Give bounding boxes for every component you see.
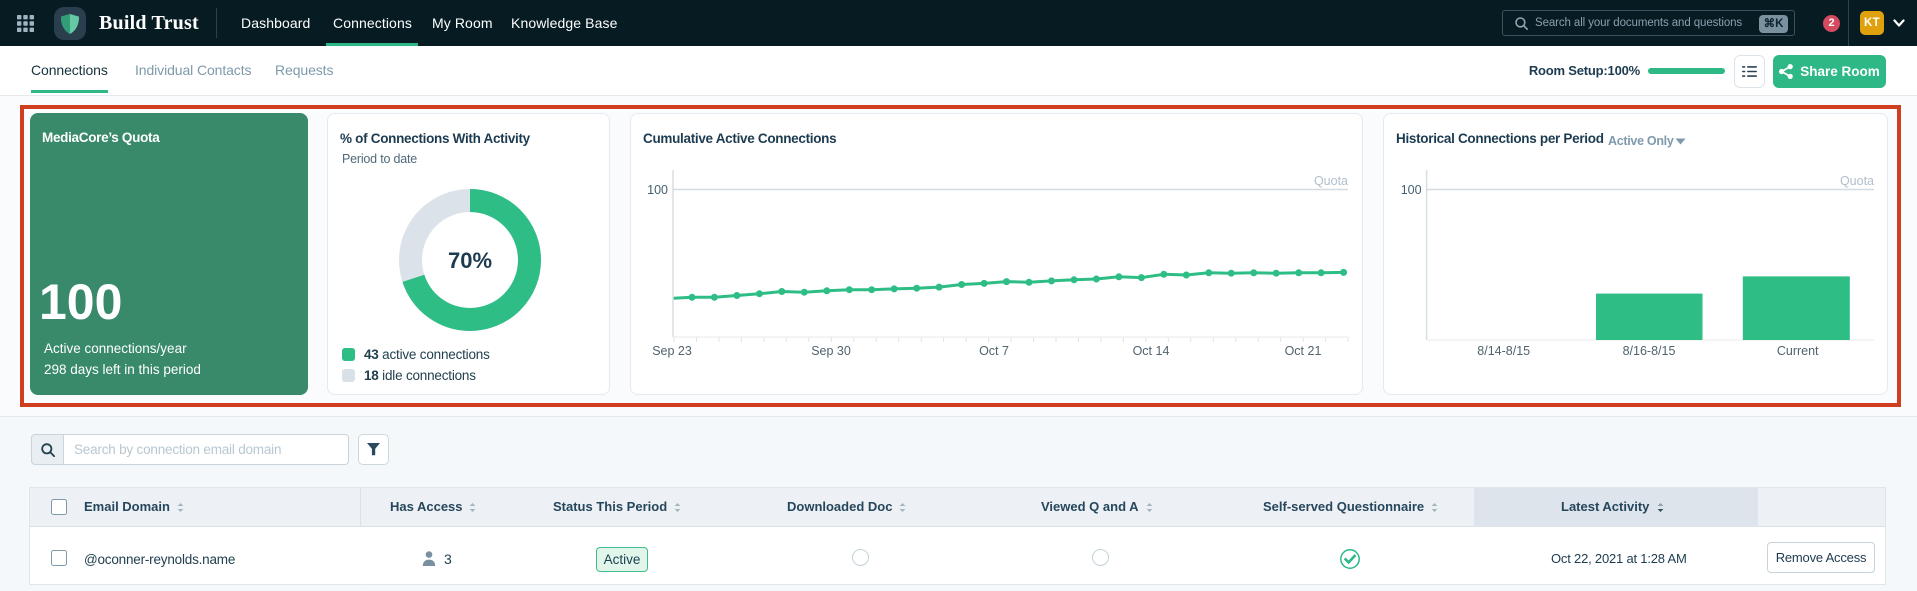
svg-text:100: 100	[1401, 183, 1422, 197]
svg-text:Quota: Quota	[1314, 174, 1348, 188]
svg-text:Sep 23: Sep 23	[652, 344, 692, 358]
svg-text:Quota: Quota	[1840, 174, 1874, 188]
svg-text:Current: Current	[1777, 344, 1819, 358]
svg-text:100: 100	[647, 183, 668, 197]
svg-text:Oct 7: Oct 7	[979, 344, 1009, 358]
svg-text:8/14-8/15: 8/14-8/15	[1477, 344, 1530, 358]
svg-text:Oct 14: Oct 14	[1133, 344, 1170, 358]
svg-text:Oct 21: Oct 21	[1285, 344, 1322, 358]
svg-text:8/16-8/15: 8/16-8/15	[1623, 344, 1676, 358]
svg-text:Sep 30: Sep 30	[811, 344, 851, 358]
